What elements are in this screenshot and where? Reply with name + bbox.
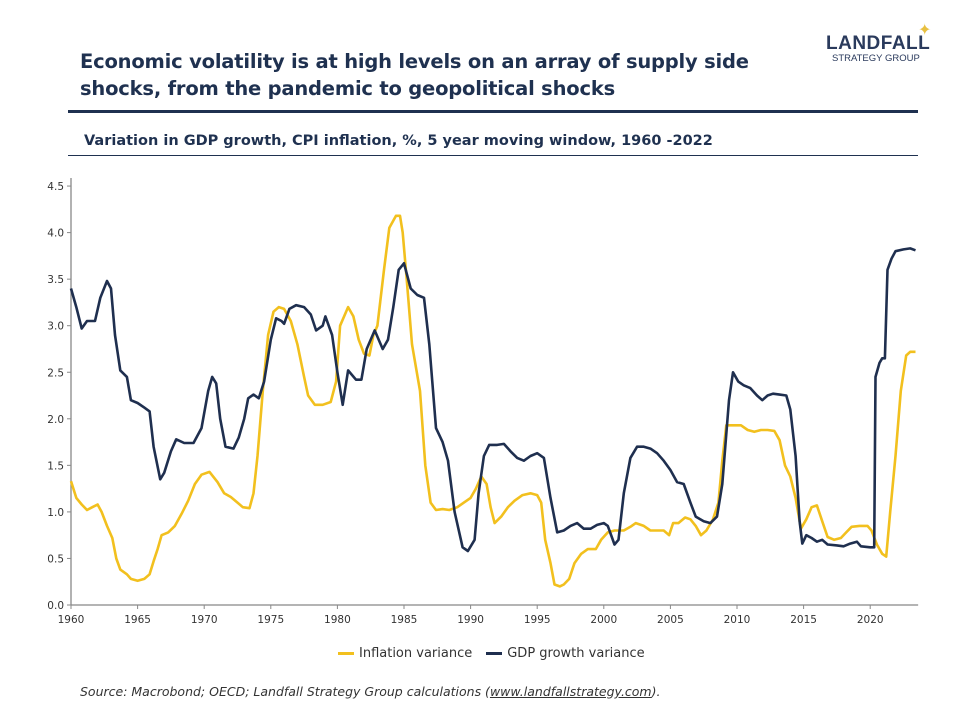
logo-sub-text: STRATEGY GROUP [832,53,920,64]
y-tick-label: 2.0 [47,414,64,426]
x-tick-label: 2015 [790,614,817,626]
x-tick-label: 2020 [857,614,884,626]
x-tick-label: 1995 [524,614,551,626]
chart-title: Variation in GDP growth, CPI inflation, … [84,133,713,149]
y-tick-label: 0.0 [47,600,64,612]
x-tick-label: 1965 [124,614,151,626]
y-tick-label: 0.5 [47,553,64,565]
source-link[interactable]: www.landfallstrategy.com [489,684,652,699]
series-lines [69,214,916,588]
x-tick-label: 1985 [391,614,418,626]
chart-title-divider [68,155,918,156]
y-tick-label: 3.0 [47,321,64,333]
legend-swatch-inflation [338,652,354,655]
legend-item-gdp: GDP growth variance [486,646,645,661]
y-tick-label: 4.0 [47,228,64,240]
gdp-growth-variance-line [69,247,916,553]
source-note: Source: Macrobond; OECD; Landfall Strate… [80,684,660,699]
x-tick-label: 2010 [724,614,751,626]
x-tick-label: 1970 [191,614,218,626]
x-tick-label: 1960 [58,614,85,626]
x-tick-label: 1980 [324,614,351,626]
legend-label-gdp: GDP growth variance [507,646,645,661]
y-tick-label: 4.5 [47,181,64,193]
x-tick-label: 2000 [590,614,617,626]
x-tick-label: 2005 [657,614,684,626]
y-tick-label: 2.5 [47,367,64,379]
source-suffix: ). [651,684,661,699]
source-prefix: Source: Macrobond; OECD; Landfall Strate… [80,684,490,699]
y-tick-label: 1.5 [47,460,64,472]
title-divider [68,110,918,113]
axes: 0.0 0.5 1.0 1.5 2.0 2.5 3.0 3.5 4.0 4.5 1960 1965 19… [47,178,919,626]
legend-swatch-gdp [486,652,503,655]
inflation-variance-line [69,214,916,588]
star-icon: ✦ [918,20,932,39]
landfall-logo: LANDFALL STRATEGY GROUP [826,33,936,64]
x-tick-label: 1975 [257,614,284,626]
legend-item-inflation: Inflation variance [338,646,472,661]
y-tick-label: 3.5 [47,274,64,286]
y-tick-label: 1.0 [47,507,64,519]
logo-main-text: LANDFALL [826,33,931,54]
legend: Inflation variance GDP growth variance [338,646,645,661]
slide-title: Economic volatility is at high levels on… [80,50,749,100]
x-tick-label: 1990 [457,614,484,626]
legend-label-inflation: Inflation variance [359,646,473,661]
